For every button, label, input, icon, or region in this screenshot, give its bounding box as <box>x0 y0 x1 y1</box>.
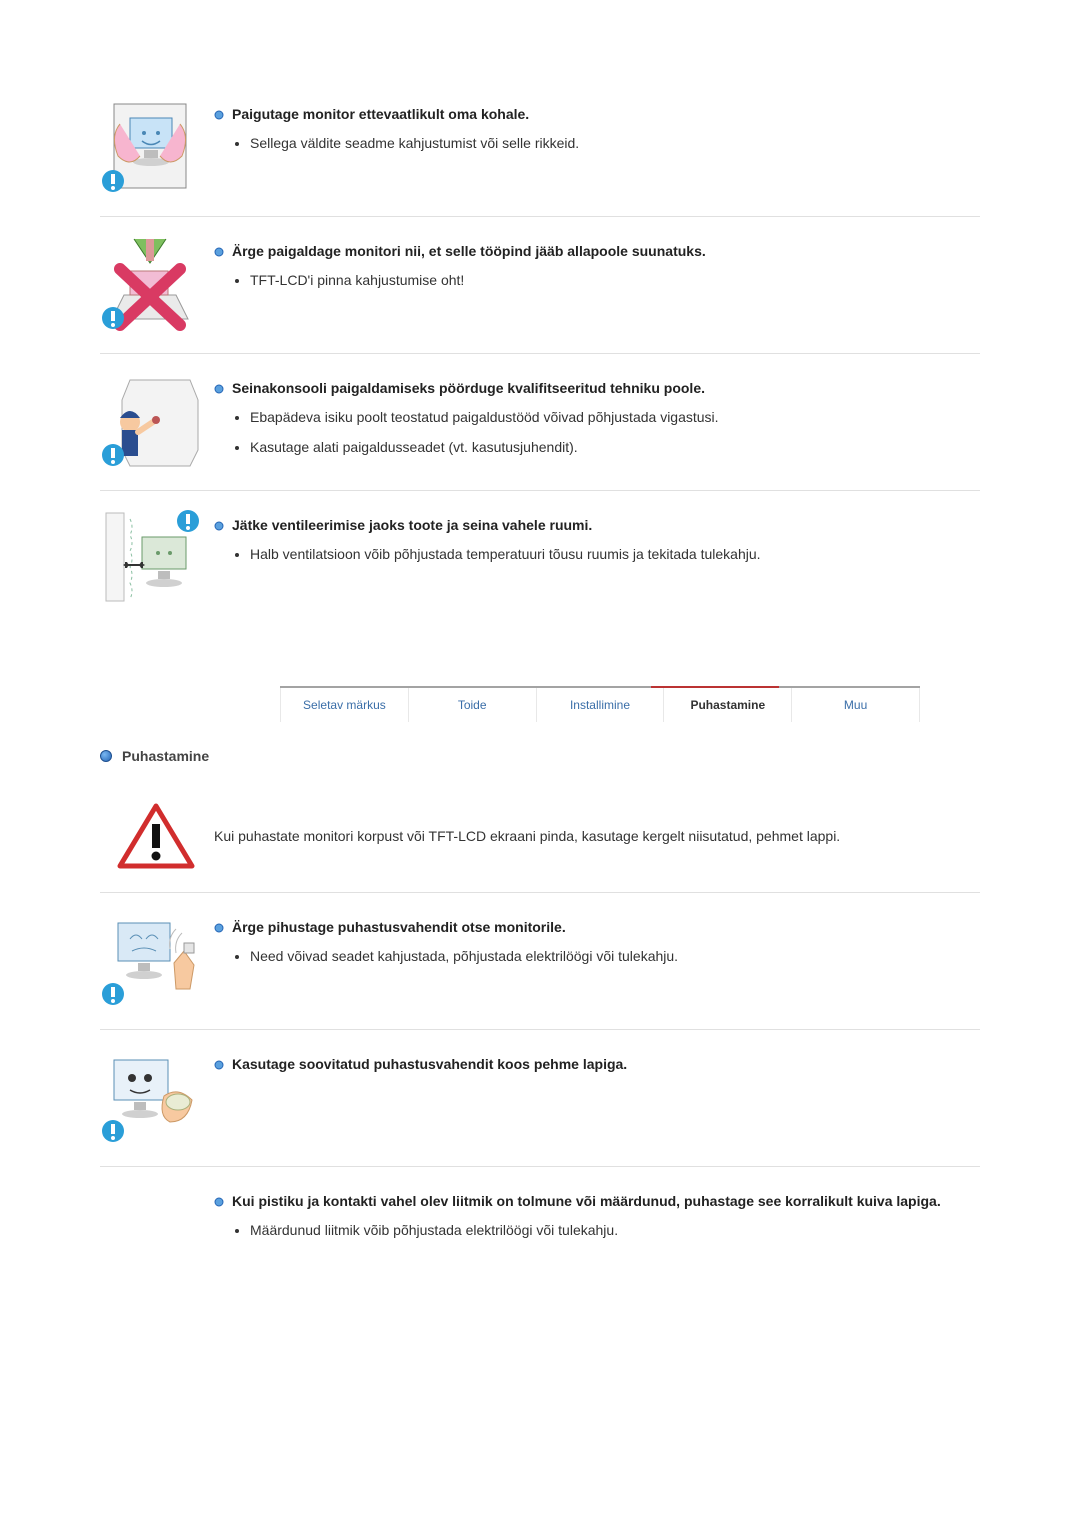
safety-item-title: Paigutage monitor ettevaatlikult oma koh… <box>232 106 529 122</box>
illustration-no-spray <box>100 909 200 1009</box>
safety-item-point: Ebapädeva isiku poolt teostatud paigaldu… <box>250 408 980 428</box>
safety-item-point: TFT-LCD'i pinna kahjustumise oht! <box>250 271 980 291</box>
bullet-icon <box>214 110 224 120</box>
safety-item-point: Sellega väldite seadme kahjustumist või … <box>250 134 980 154</box>
bullet-icon <box>214 1197 224 1207</box>
safety-item-content: Ärge paigaldage monitori nii, et selle t… <box>214 233 980 301</box>
bullet-icon <box>214 521 224 531</box>
tab-power[interactable]: Toide <box>409 688 537 722</box>
safety-item: Ärge paigaldage monitori nii, et selle t… <box>100 217 980 354</box>
safety-item: Ärge pihustage puhastusvahendit otse mon… <box>100 893 980 1030</box>
group-cleaning: Ärge pihustage puhastusvahendit otse mon… <box>100 893 980 1303</box>
safety-item-title: Seinakonsooli paigaldamiseks pöörduge kv… <box>232 380 705 396</box>
safety-item: Paigutage monitor ettevaatlikult oma koh… <box>100 80 980 217</box>
safety-item-point: Määrdunud liitmik võib põhjustada elektr… <box>250 1221 980 1241</box>
bullet-icon <box>214 247 224 257</box>
safety-item-title: Kui pistiku ja kontakti vahel olev liitm… <box>232 1193 941 1209</box>
section-tab-nav: Seletav märkus Toide Installimine Puhast… <box>280 687 920 722</box>
illustration-ventilation-space <box>100 507 200 607</box>
safety-item-content: Paigutage monitor ettevaatlikult oma koh… <box>214 96 980 164</box>
warning-row: Kui puhastate monitori korpust või TFT-L… <box>100 782 980 893</box>
section-title: Puhastamine <box>122 748 209 764</box>
safety-item-title: Ärge pihustage puhastusvahendit otse mon… <box>232 919 566 935</box>
safety-item-content: Kui pistiku ja kontakti vahel olev liitm… <box>214 1183 980 1251</box>
safety-item-point: Kasutage alati paigaldusseadet (vt. kasu… <box>250 438 980 458</box>
tab-cleaning[interactable]: Puhastamine <box>664 688 792 722</box>
safety-item-content: Ärge pihustage puhastusvahendit otse mon… <box>214 909 980 977</box>
safety-item-content: Seinakonsooli paigaldamiseks pöörduge kv… <box>214 370 980 467</box>
safety-item-title: Kasutage soovitatud puhastusvahendit koo… <box>232 1056 627 1072</box>
bullet-icon <box>214 384 224 394</box>
tab-installation[interactable]: Installimine <box>537 688 665 722</box>
safety-item-point: Need võivad seadet kahjustada, põhjustad… <box>250 947 980 967</box>
illustration-place-monitor <box>100 96 200 196</box>
safety-item: Kui pistiku ja kontakti vahel olev liitm… <box>100 1167 980 1303</box>
safety-item: Kasutage soovitatud puhastusvahendit koo… <box>100 1030 980 1167</box>
safety-item-title: Ärge paigaldage monitori nii, et selle t… <box>232 243 706 259</box>
warning-triangle-icon <box>116 802 196 872</box>
illustration-wall-mount-technician <box>100 370 200 470</box>
safety-item-content: Jätke ventileerimise jaoks toote ja sein… <box>214 507 980 575</box>
tab-other[interactable]: Muu <box>792 688 920 722</box>
safety-item-point: Halb ventilatsioon võib põhjustada tempe… <box>250 545 980 565</box>
illustration-face-down <box>100 233 200 333</box>
bullet-icon <box>214 1060 224 1070</box>
bullet-icon <box>214 923 224 933</box>
group-installation-safety: Paigutage monitor ettevaatlikult oma koh… <box>100 80 980 627</box>
safety-item-content: Kasutage soovitatud puhastusvahendit koo… <box>214 1046 980 1084</box>
page-container: Paigutage monitor ettevaatlikult oma koh… <box>0 0 1080 1363</box>
safety-item: Seinakonsooli paigaldamiseks pöörduge kv… <box>100 354 980 491</box>
section-dot-icon <box>100 750 112 762</box>
safety-item-title: Jätke ventileerimise jaoks toote ja sein… <box>232 517 592 533</box>
illustration-soft-cloth <box>100 1046 200 1146</box>
section-title-row: Puhastamine <box>100 748 980 764</box>
warning-text: Kui puhastate monitori korpust või TFT-L… <box>214 827 980 847</box>
tab-notation[interactable]: Seletav märkus <box>280 688 409 722</box>
safety-item: Jätke ventileerimise jaoks toote ja sein… <box>100 491 980 627</box>
